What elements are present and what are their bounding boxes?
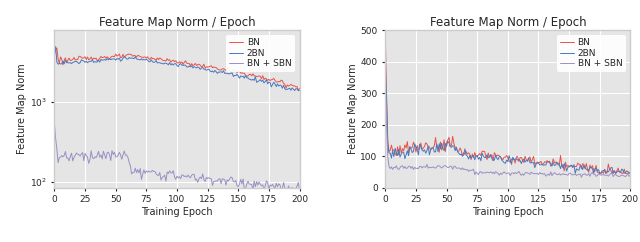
Line: BN + SBN: BN + SBN [385, 84, 630, 177]
2BN [471, 158, 479, 161]
BN [51, 45, 58, 48]
BN [471, 151, 479, 154]
BN + SBN [276, 183, 284, 186]
X-axis label: Training Epoch: Training Epoch [472, 207, 543, 217]
BN [183, 62, 191, 65]
BN [381, 32, 389, 35]
2BN [607, 166, 614, 169]
X-axis label: Training Epoch: Training Epoch [141, 207, 212, 217]
BN + SBN [383, 123, 390, 126]
BN + SBN [381, 82, 389, 85]
Title: Feature Map Norm / Epoch: Feature Map Norm / Epoch [429, 16, 586, 29]
BN + SBN [403, 166, 411, 169]
2BN [296, 89, 303, 92]
BN [72, 58, 80, 61]
BN [294, 89, 302, 92]
2BN [141, 58, 149, 61]
BN [296, 87, 303, 90]
BN + SBN [72, 151, 80, 154]
BN [403, 140, 411, 143]
BN [52, 49, 60, 52]
Y-axis label: Feature Map Norm: Feature Map Norm [17, 64, 27, 154]
2BN [53, 60, 61, 63]
BN [514, 155, 522, 158]
BN [596, 172, 604, 175]
Legend: BN, 2BN, BN + SBN: BN, 2BN, BN + SBN [226, 35, 295, 72]
BN + SBN [627, 174, 634, 177]
BN + SBN [607, 172, 614, 175]
2BN [74, 61, 81, 64]
Line: BN: BN [385, 33, 630, 173]
2BN [184, 66, 192, 68]
BN + SBN [514, 171, 522, 174]
BN [275, 80, 282, 83]
2BN [627, 172, 634, 175]
2BN [155, 61, 163, 64]
BN + SBN [154, 174, 161, 177]
2BN [403, 149, 411, 152]
BN + SBN [484, 171, 492, 174]
2BN [51, 54, 58, 57]
BN + SBN [140, 168, 148, 171]
2BN [572, 172, 579, 175]
Line: 2BN: 2BN [385, 60, 630, 173]
BN [383, 92, 390, 95]
BN [484, 151, 492, 154]
BN + SBN [471, 173, 479, 176]
Line: BN + SBN: BN + SBN [54, 123, 300, 190]
BN [627, 172, 634, 175]
BN + SBN [183, 176, 191, 179]
BN + SBN [51, 121, 58, 124]
Legend: BN, 2BN, BN + SBN: BN, 2BN, BN + SBN [557, 35, 626, 72]
Y-axis label: Feature Map Norm: Feature Map Norm [348, 64, 358, 154]
BN + SBN [52, 137, 60, 140]
2BN [52, 45, 60, 48]
2BN [484, 156, 492, 159]
2BN [381, 59, 389, 61]
BN [154, 57, 161, 60]
Line: BN: BN [54, 46, 300, 91]
2BN [276, 83, 284, 86]
BN + SBN [577, 176, 585, 179]
Line: 2BN: 2BN [54, 46, 300, 91]
BN [607, 169, 614, 172]
BN + SBN [241, 189, 248, 192]
Title: Feature Map Norm / Epoch: Feature Map Norm / Epoch [99, 16, 255, 29]
2BN [291, 89, 298, 92]
BN + SBN [296, 189, 303, 192]
BN [140, 55, 148, 58]
2BN [514, 159, 522, 162]
2BN [383, 98, 390, 101]
